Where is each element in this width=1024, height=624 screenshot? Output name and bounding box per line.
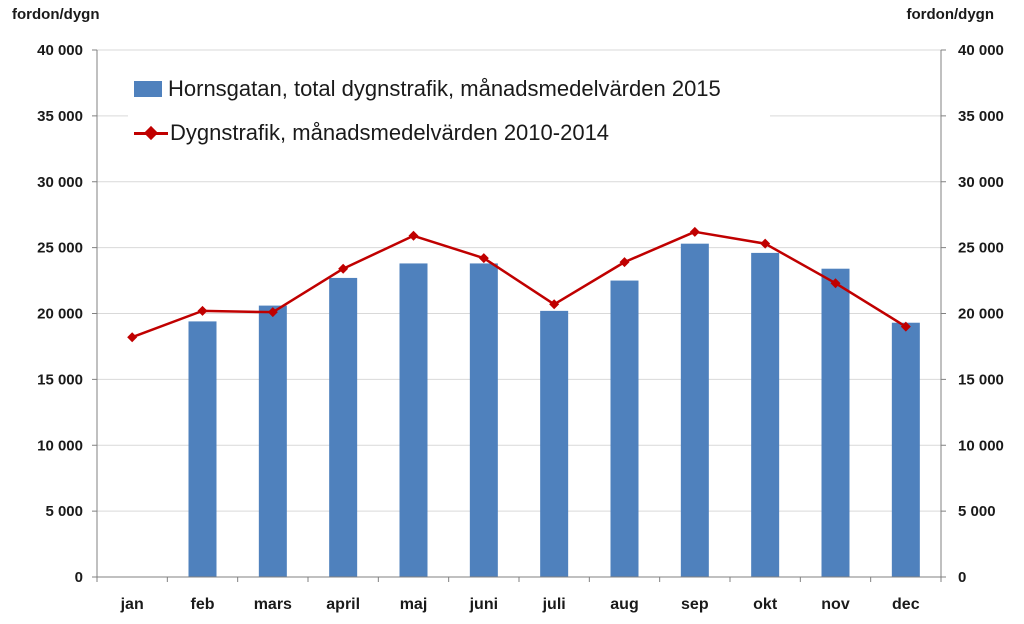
line-marker-juni bbox=[478, 253, 489, 264]
line-marker-april bbox=[338, 263, 349, 274]
left-tick-label: 30 000 bbox=[37, 174, 83, 191]
legend-line-label: Dygnstrafik, månadsmedelvärden 2010-2014 bbox=[170, 120, 610, 145]
left-tick-label: 5 000 bbox=[45, 503, 83, 520]
bar-dec bbox=[891, 322, 920, 577]
legend-item-line: Dygnstrafik, månadsmedelvärden 2010-2014 bbox=[134, 118, 609, 148]
bar-feb bbox=[188, 321, 217, 577]
right-tick-label: 40 000 bbox=[958, 42, 1004, 59]
category-label: nov bbox=[821, 596, 850, 613]
right-tick-label: 10 000 bbox=[958, 437, 1004, 454]
category-labels: jan feb mars april maj juni juli aug sep okt nov de… bbox=[120, 596, 920, 613]
line-path bbox=[131, 230, 907, 339]
category-label: juli bbox=[542, 596, 566, 613]
bar-juni bbox=[469, 263, 498, 577]
legend-item-bars: Hornsgatan, total dygnstrafik, månadsmed… bbox=[134, 74, 721, 104]
left-tick-label: 35 000 bbox=[37, 108, 83, 125]
bar-mars bbox=[258, 305, 287, 577]
line-marker-juli bbox=[549, 299, 560, 310]
right-tick-label: 25 000 bbox=[958, 240, 1004, 257]
line-series bbox=[127, 226, 911, 343]
line-marker-dec bbox=[900, 321, 911, 332]
legend-line-swatch bbox=[134, 125, 168, 141]
bar-sep bbox=[680, 243, 709, 578]
category-label: okt bbox=[753, 596, 778, 613]
legend-bar-swatch bbox=[134, 81, 162, 97]
line-marker-sep bbox=[689, 226, 700, 237]
category-label: feb bbox=[191, 596, 215, 613]
category-label: maj bbox=[400, 596, 428, 613]
line-marker-nov bbox=[830, 278, 841, 289]
right-tick-label: 15 000 bbox=[958, 371, 1004, 388]
left-tick-label: 20 000 bbox=[37, 306, 83, 323]
bar-april bbox=[329, 277, 358, 577]
left-tick-label: 15 000 bbox=[37, 371, 83, 388]
bar-aug bbox=[610, 280, 639, 577]
bar-maj bbox=[399, 263, 428, 577]
right-tick-label: 30 000 bbox=[958, 174, 1004, 191]
category-label: juni bbox=[469, 596, 498, 613]
bar-series bbox=[188, 243, 920, 578]
left-tick-label: 40 000 bbox=[37, 42, 83, 59]
right-tick-labels: 0 5 000 10 000 15 000 20 000 25 000 30 000 35 0… bbox=[958, 42, 1004, 586]
line-marker-maj bbox=[408, 230, 419, 241]
left-tick-label: 10 000 bbox=[37, 437, 83, 454]
line-marker-feb bbox=[197, 305, 208, 316]
left-axis-unit: fordon/dygn bbox=[12, 6, 100, 23]
left-tick-labels: 0 5 000 10 000 15 000 20 000 25 000 30 000 35 0… bbox=[37, 42, 83, 586]
bar-juli bbox=[540, 310, 569, 577]
category-label: april bbox=[326, 596, 360, 613]
legend: Hornsgatan, total dygnstrafik, månadsmed… bbox=[128, 70, 770, 168]
line-marker-okt bbox=[760, 238, 771, 249]
right-tick-label: 5 000 bbox=[958, 503, 996, 520]
line-marker-aug bbox=[619, 257, 630, 268]
category-label: dec bbox=[892, 596, 920, 613]
line-marker-mars bbox=[267, 307, 278, 318]
right-axis-unit: fordon/dygn bbox=[906, 6, 994, 23]
right-tick-label: 0 bbox=[958, 569, 966, 586]
axes bbox=[92, 49, 946, 582]
left-tick-label: 0 bbox=[75, 569, 83, 586]
category-label: jan bbox=[120, 596, 144, 613]
right-tick-label: 20 000 bbox=[958, 306, 1004, 323]
category-label: sep bbox=[681, 596, 709, 613]
right-tick-label: 35 000 bbox=[958, 108, 1004, 125]
left-tick-label: 25 000 bbox=[37, 240, 83, 257]
legend-bar-label: Hornsgatan, total dygnstrafik, månadsmed… bbox=[168, 76, 721, 101]
line-marker-jan bbox=[127, 332, 138, 343]
bar-okt bbox=[751, 252, 780, 577]
category-label: aug bbox=[610, 596, 638, 613]
bar-nov bbox=[821, 268, 850, 577]
category-label: mars bbox=[254, 596, 292, 613]
